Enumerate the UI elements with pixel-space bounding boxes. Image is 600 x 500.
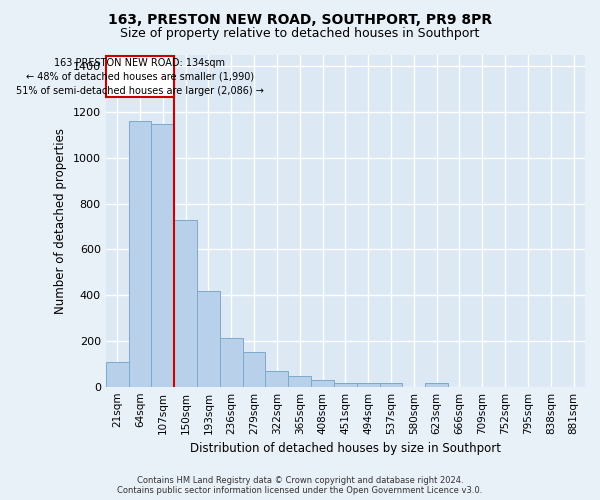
- Bar: [289, 376, 311, 386]
- Bar: [220, 338, 242, 386]
- Bar: [311, 380, 334, 386]
- Bar: [242, 352, 265, 386]
- Text: Contains HM Land Registry data © Crown copyright and database right 2024.
Contai: Contains HM Land Registry data © Crown c…: [118, 476, 482, 495]
- Bar: [174, 220, 197, 386]
- Bar: [128, 122, 151, 386]
- X-axis label: Distribution of detached houses by size in Southport: Distribution of detached houses by size …: [190, 442, 501, 455]
- Bar: [265, 370, 289, 386]
- Bar: [425, 383, 448, 386]
- Bar: [106, 362, 128, 386]
- FancyBboxPatch shape: [106, 56, 174, 98]
- Text: 163, PRESTON NEW ROAD, SOUTHPORT, PR9 8PR: 163, PRESTON NEW ROAD, SOUTHPORT, PR9 8P…: [108, 12, 492, 26]
- Bar: [357, 383, 380, 386]
- Bar: [334, 383, 357, 386]
- Text: 163 PRESTON NEW ROAD: 134sqm
← 48% of detached houses are smaller (1,990)
51% of: 163 PRESTON NEW ROAD: 134sqm ← 48% of de…: [16, 58, 264, 96]
- Text: Size of property relative to detached houses in Southport: Size of property relative to detached ho…: [121, 28, 479, 40]
- Bar: [197, 290, 220, 386]
- Bar: [151, 124, 174, 386]
- Y-axis label: Number of detached properties: Number of detached properties: [54, 128, 67, 314]
- Bar: [380, 383, 403, 386]
